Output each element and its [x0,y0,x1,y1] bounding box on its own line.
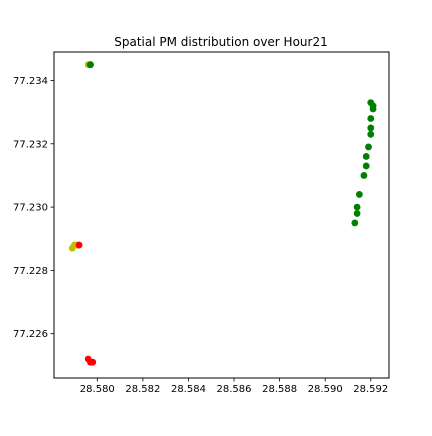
data-point-green [362,162,370,170]
data-point-green [353,210,361,217]
x-tick-label: 28.592 [353,384,388,395]
data-point-red [89,358,97,366]
y-axis: 77.226 77.228 77.230 77.232 77.234 [13,76,54,340]
data-point-green [87,61,94,69]
y-tick-label: 77.232 [13,139,48,150]
data-point-red [75,241,83,249]
y-tick-label: 77.234 [13,76,48,87]
data-point-green [369,105,377,113]
data-point-green [360,172,368,179]
data-point-green [353,203,361,211]
x-axis: 28.580 28.582 28.584 28.586 28.588 28.590 28.5… [80,378,388,395]
y-tick-label: 77.228 [13,266,48,277]
x-tick-label: 28.584 [171,384,206,395]
data-point-green [367,124,375,132]
x-tick-label: 28.588 [262,384,297,395]
x-tick-label: 28.586 [217,384,252,395]
y-tick-label: 77.230 [13,203,48,214]
points-layer [68,61,377,366]
x-tick-label: 28.582 [125,384,160,395]
x-tick-label: 28.580 [80,384,115,395]
data-point-green [365,143,372,151]
data-point-green [367,130,375,138]
y-tick-label: 77.226 [13,329,48,340]
data-point-green [362,153,370,160]
plot-frame [53,51,390,379]
data-point-green [355,191,363,198]
x-tick-label: 28.590 [308,384,343,395]
chart-title: Spatial PM distribution over Hour21 [114,35,327,49]
data-point-green [351,219,359,227]
data-point-green [367,115,375,122]
